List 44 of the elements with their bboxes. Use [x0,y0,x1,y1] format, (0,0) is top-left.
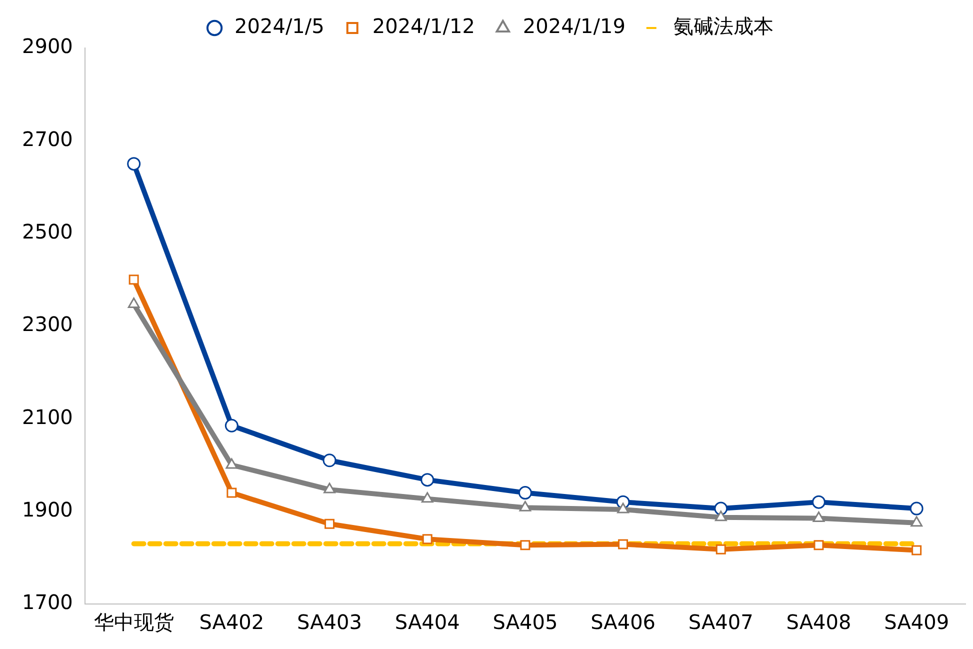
point [716,544,726,554]
point [324,482,336,494]
y-tick-label: 2900 [22,34,73,58]
y-tick-label: 2100 [22,404,73,429]
point [812,512,825,522]
point [127,157,141,171]
point [322,454,336,468]
point [226,488,237,498]
point [420,473,434,487]
point [128,274,139,285]
point [422,534,432,544]
legend-label: 2024/1/5 [234,14,324,38]
point [814,540,824,550]
y-tick-label: 1700 [22,590,73,614]
legend-label: 2024/1/12 [372,14,475,38]
y-tick-label: 1900 [22,498,73,522]
legend-label: 氨碱法成本 [673,14,774,38]
point [224,418,238,432]
y-tick-label: 2300 [22,312,73,336]
point [912,545,922,556]
point [618,539,628,550]
point [617,502,629,514]
point [910,502,924,516]
x-tick-label: SA402 [199,610,264,634]
y-tick-label: 2700 [22,126,73,151]
x-tick-label: SA408 [786,610,852,634]
x-tick-label: 华中现货 [94,610,174,634]
legend-label: 2024/1/19 [522,14,626,38]
point [714,510,727,522]
x-tick-label: SA407 [688,610,754,634]
point [910,516,923,527]
point [812,495,826,509]
y-tick-label: 2500 [22,220,73,244]
point [520,540,530,550]
point [518,486,532,500]
point [324,518,335,529]
point [421,492,434,503]
x-tick-label: SA404 [394,610,460,634]
x-tick-label: SA405 [492,610,558,634]
point [519,500,532,512]
x-tick-label: SA406 [590,610,656,634]
point [226,458,238,469]
x-tick-label: SA409 [884,610,950,634]
x-tick-label: SA403 [297,610,362,634]
